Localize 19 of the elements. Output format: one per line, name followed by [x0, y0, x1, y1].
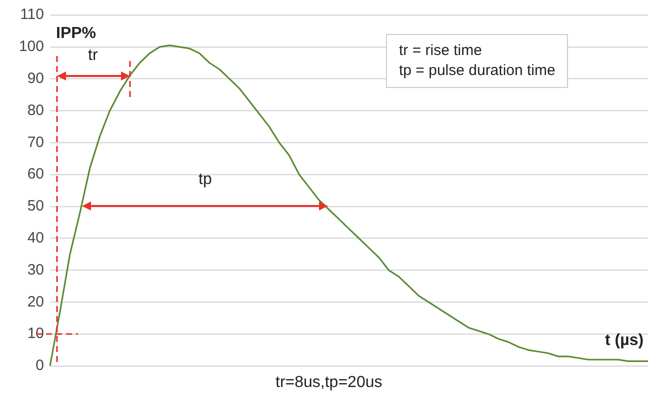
y-tick-label: 30	[27, 261, 44, 278]
annotation: tp	[198, 171, 212, 189]
annotation: tr	[88, 47, 98, 65]
annotation: tp = pulse duration time	[399, 61, 556, 81]
y-tick-label: 10	[27, 325, 44, 342]
y-tick-label: 110	[20, 6, 44, 24]
y-tick-label: 60	[27, 166, 44, 183]
y-tick-label: 100	[18, 38, 44, 56]
y-tick-label: 20	[27, 293, 44, 310]
y-tick-label: 80	[27, 102, 44, 119]
y-tick-label: 50	[27, 198, 44, 215]
y-tick-label: 70	[27, 134, 44, 151]
annotation: tr = rise time	[399, 41, 483, 61]
y-tick-label: 0	[36, 357, 44, 374]
y-tick-label: 90	[27, 70, 44, 87]
y-tick-label: 40	[27, 230, 44, 247]
text: tr=8us,tp=20us	[276, 374, 382, 392]
x-axis-title: t (µs)	[605, 332, 644, 350]
y-axis-title: IPP%	[56, 25, 96, 43]
